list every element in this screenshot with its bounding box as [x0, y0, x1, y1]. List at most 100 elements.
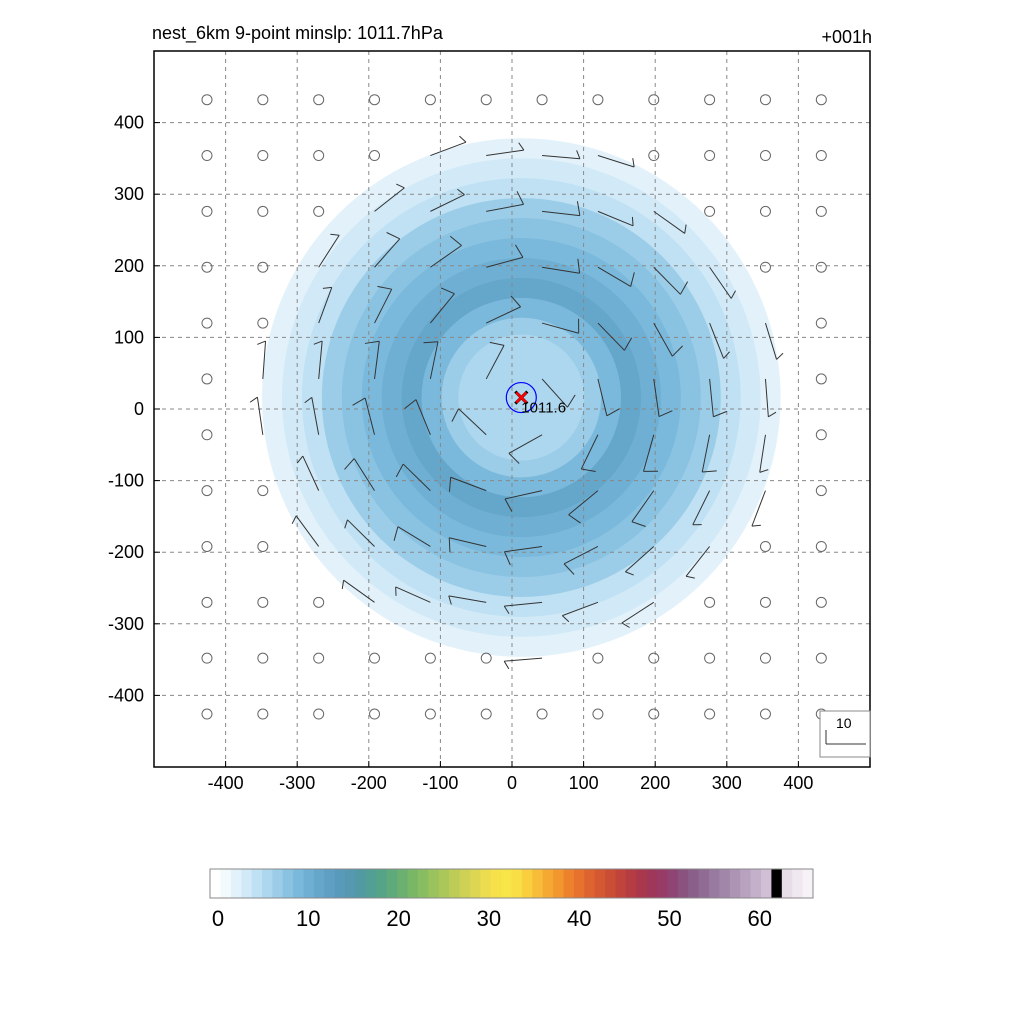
colorbar-segment [376, 869, 388, 898]
wind-barb-flag [514, 244, 524, 258]
calm-wind-circle [592, 652, 604, 664]
calm-wind-circle [257, 596, 269, 608]
wind-barb-shaft [318, 287, 333, 324]
colorbar-segment [355, 869, 367, 898]
calm-wind-circle [201, 429, 213, 441]
y-tick-label: 200 [114, 256, 144, 276]
calm-wind-circle [648, 708, 660, 720]
colorbar-segment [802, 869, 814, 898]
wind-barb-flag [577, 258, 581, 274]
colorbar-frame [209, 868, 814, 899]
calm-wind-circle [257, 652, 269, 664]
wind-barb-flag [503, 605, 510, 614]
calm-wind-circle [759, 596, 771, 608]
wind-barb-shaft [508, 434, 543, 454]
wind-barb-shaft [597, 322, 625, 351]
calm-wind-circle [480, 708, 492, 720]
wind-barb-shaft [709, 322, 725, 359]
wind-barb-shaft [311, 397, 320, 435]
x-tick-label: 300 [712, 773, 742, 793]
colorbar-segment [542, 869, 554, 898]
wind-barb-shaft [653, 322, 673, 357]
colorbar-segment [594, 869, 606, 898]
calm-wind-circle [815, 373, 827, 385]
calm-wind-circle [313, 150, 325, 162]
colorbar: 0 10 20 30 40 50 60 [209, 868, 814, 931]
colorbar-segment [230, 869, 242, 898]
x-tick-label: 100 [569, 773, 599, 793]
wind-barb-shaft [430, 141, 467, 157]
calm-wind-circle [257, 94, 269, 106]
forecast-hour-label: +001h [821, 27, 872, 47]
calm-wind-circle [815, 540, 827, 552]
calm-wind-circle [313, 596, 325, 608]
wind-barb-flag [776, 352, 784, 360]
calm-wind-circle [201, 150, 213, 162]
x-tick-label: -200 [351, 773, 387, 793]
colorbar-segment [615, 869, 627, 898]
colorbar-segment [688, 869, 700, 898]
center-circle [505, 381, 537, 414]
wind-barb-shaft [347, 519, 375, 547]
wind-barb-flag [344, 519, 348, 529]
wind-barb-shaft [692, 490, 711, 525]
calm-wind-circle [201, 261, 213, 273]
wind-barb-flag [518, 142, 525, 151]
wind-barb-flag [344, 458, 355, 470]
calm-wind-circle [424, 708, 436, 720]
calm-wind-circle [313, 205, 325, 217]
wind-barb-flag [448, 477, 452, 492]
wind-barb-flag [567, 394, 576, 408]
wind-barb-shaft [580, 434, 599, 470]
calm-wind-circle [536, 708, 548, 720]
wind-barb-flag [702, 470, 717, 473]
x-tick-label: -400 [208, 773, 244, 793]
calm-wind-circle [704, 708, 716, 720]
colorbar-segment [781, 869, 793, 898]
wind-barb-shaft [486, 256, 524, 268]
colorbar-segment [417, 869, 429, 898]
wind-barb-flag [451, 408, 460, 422]
calm-wind-circle [313, 94, 325, 106]
calm-wind-circle [369, 94, 381, 106]
wind-barb-flag [503, 660, 510, 670]
wind-barb-flag [396, 183, 405, 189]
colorbar-segment [334, 869, 346, 898]
wind-barb-shaft [597, 266, 631, 287]
calm-wind-circle [759, 652, 771, 664]
wind-barb-flag [296, 455, 304, 464]
wind-barb-shaft [653, 210, 686, 234]
colorbar-segment [792, 869, 804, 898]
wind-barb-shaft [504, 601, 543, 607]
wind-barb-shaft [429, 341, 439, 380]
colorbar-segment [532, 869, 544, 898]
colorbar-segment [750, 869, 762, 898]
wind-barb-shaft [415, 399, 431, 435]
wind-barb-flag [364, 340, 380, 344]
calm-wind-circle [759, 150, 771, 162]
wind-barb-flag [621, 622, 630, 628]
wind-barb-shaft [374, 341, 380, 379]
colorbar-segment [771, 869, 783, 898]
wind-barb-shaft [449, 537, 487, 547]
calm-wind-circle [201, 373, 213, 385]
wind-barb-shaft [568, 490, 599, 516]
calm-wind-circle [201, 540, 213, 552]
wind-barb-flag [723, 351, 730, 359]
colorbar-segment [740, 869, 752, 898]
calm-wind-circle [257, 261, 269, 273]
calm-wind-circle [648, 652, 660, 664]
calm-wind-circle [815, 317, 827, 329]
wind-barb-shaft [402, 463, 431, 491]
colorbar-segment [220, 869, 232, 898]
wind-barb-shaft [397, 526, 431, 547]
wind-barb-shaft [374, 288, 393, 324]
colorbar-segment [709, 869, 721, 898]
wind-barb-flag [623, 337, 633, 351]
y-tick-label: 400 [114, 113, 144, 133]
wind-barb-flag [448, 537, 451, 553]
wind-barb-shaft [430, 194, 465, 212]
x-tick-label: 0 [507, 773, 517, 793]
wind-barb-flag [606, 408, 620, 417]
wind-barb-flag [516, 191, 525, 205]
